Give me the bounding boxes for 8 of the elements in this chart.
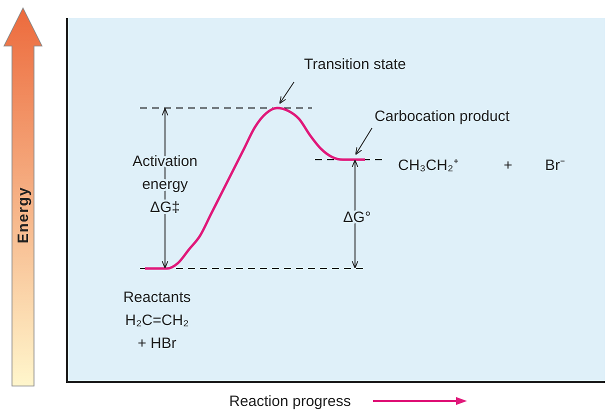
text: Carbocation product — [374, 108, 510, 125]
x-axis-title: Reaction progress — [229, 393, 351, 410]
text: CH₃CH₂⁺ — [398, 157, 458, 174]
text: Energy — [15, 186, 32, 244]
annotation: Reactants H₂C=CH₂ + HBr — [123, 289, 191, 352]
text: Br⁻ — [545, 157, 565, 174]
text: Transition state — [304, 56, 406, 73]
text: + — [504, 157, 513, 174]
